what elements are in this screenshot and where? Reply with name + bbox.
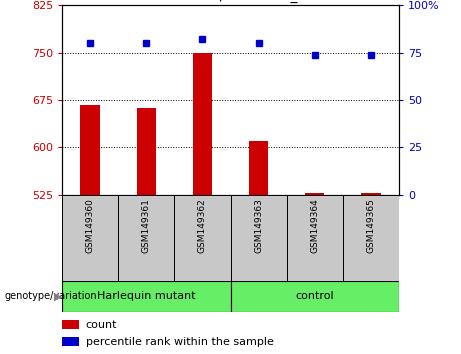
Text: GSM149365: GSM149365 bbox=[366, 198, 375, 253]
FancyBboxPatch shape bbox=[62, 281, 230, 312]
Text: genotype/variation: genotype/variation bbox=[5, 291, 97, 302]
Text: GSM149361: GSM149361 bbox=[142, 198, 151, 253]
FancyBboxPatch shape bbox=[343, 195, 399, 281]
Text: percentile rank within the sample: percentile rank within the sample bbox=[86, 337, 274, 347]
Bar bbox=[136, 108, 156, 195]
Bar bbox=[62, 320, 79, 329]
Text: count: count bbox=[86, 320, 117, 330]
Text: ▶: ▶ bbox=[54, 291, 63, 302]
Text: Harlequin mutant: Harlequin mutant bbox=[97, 291, 195, 302]
Text: control: control bbox=[296, 291, 334, 302]
Text: GSM149364: GSM149364 bbox=[310, 198, 319, 253]
Bar bbox=[193, 53, 212, 195]
FancyBboxPatch shape bbox=[174, 195, 230, 281]
Title: GDS3365 / 1419238_at: GDS3365 / 1419238_at bbox=[150, 0, 311, 3]
Bar bbox=[62, 337, 79, 346]
Bar bbox=[81, 105, 100, 195]
Text: GSM149360: GSM149360 bbox=[86, 198, 95, 253]
Bar bbox=[305, 193, 325, 195]
Bar bbox=[249, 141, 268, 195]
Bar bbox=[361, 193, 380, 195]
FancyBboxPatch shape bbox=[230, 281, 399, 312]
FancyBboxPatch shape bbox=[118, 195, 174, 281]
FancyBboxPatch shape bbox=[230, 195, 287, 281]
Text: GSM149362: GSM149362 bbox=[198, 198, 207, 253]
Text: GSM149363: GSM149363 bbox=[254, 198, 263, 253]
FancyBboxPatch shape bbox=[287, 195, 343, 281]
FancyBboxPatch shape bbox=[62, 195, 118, 281]
